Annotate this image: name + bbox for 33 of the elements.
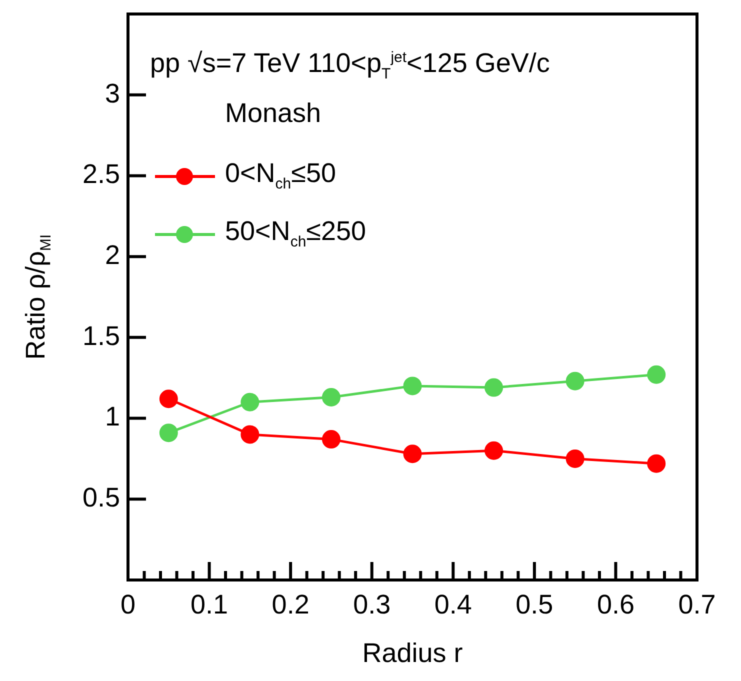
point <box>240 425 260 444</box>
point <box>159 390 178 408</box>
point <box>403 444 422 464</box>
y-tick-label: 2.5 <box>82 159 120 190</box>
x-tick-label: 0.6 <box>596 589 634 620</box>
y-tick-label: 0.5 <box>82 482 120 513</box>
legend-title: Monash <box>225 98 322 128</box>
point <box>647 365 666 384</box>
legend-label: 0<N$_{ch}$≤50 <box>225 158 336 192</box>
x-tick-label: 0.4 <box>434 589 472 620</box>
point <box>566 449 584 468</box>
point <box>322 388 340 407</box>
annotation: pp √s=7 TeV 110<p$_{T}$$^{jet}$<125 GeV/c <box>150 48 550 82</box>
point <box>484 441 504 460</box>
y-tick-label: 1.5 <box>82 320 120 351</box>
x-tick-label: 0.2 <box>272 589 310 620</box>
y-tick-label: 1 <box>104 402 120 432</box>
point <box>159 424 178 442</box>
x-tick-label: 0 <box>120 589 136 620</box>
x-tick-label: 0.1 <box>190 589 228 620</box>
legend-label: 50<N$_{ch}$≤250 <box>225 216 366 250</box>
x-tick-label: 0.7 <box>678 589 716 620</box>
y-tick-label: 3 <box>104 78 120 108</box>
y-tick-label: 2 <box>104 240 120 270</box>
x-axis-title: Radius r <box>362 638 463 668</box>
x-tick-label: 0.3 <box>353 589 391 620</box>
point <box>647 454 666 473</box>
point <box>484 378 504 397</box>
x-tick-label: 0.5 <box>516 589 554 620</box>
point <box>403 376 422 396</box>
point <box>566 372 584 390</box>
point <box>240 392 260 412</box>
point <box>322 430 340 449</box>
